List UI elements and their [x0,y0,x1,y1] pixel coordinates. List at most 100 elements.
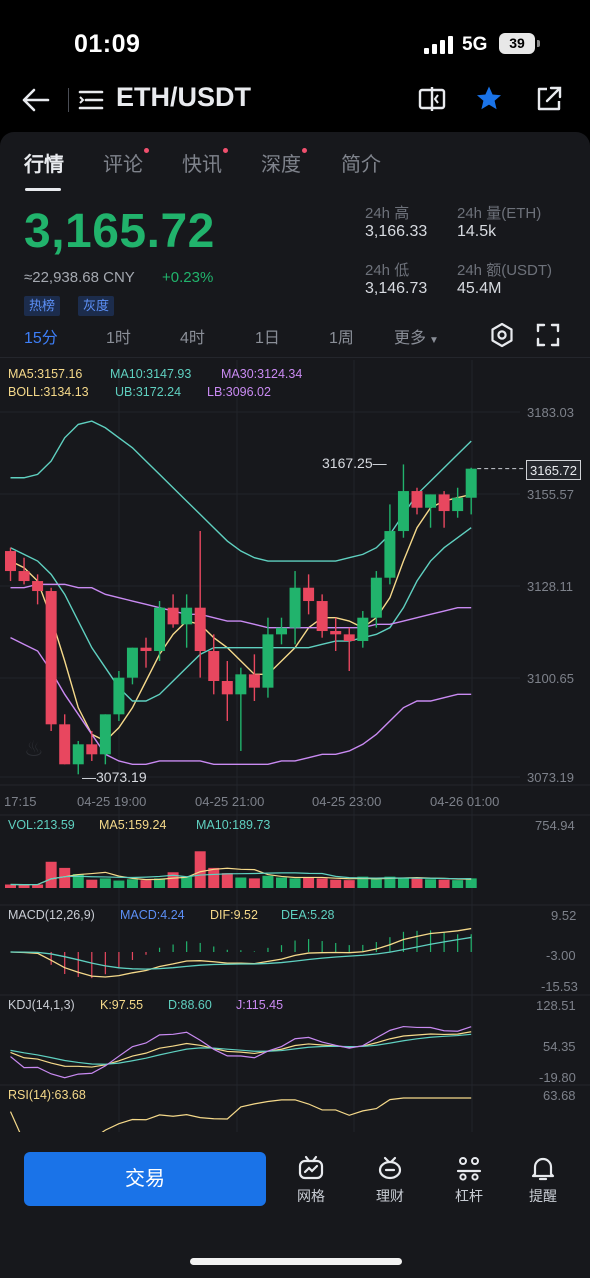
volume-bar [343,880,355,888]
ub-value: UB:3172.24 [115,385,182,399]
home-indicator [190,1258,402,1265]
stat-low-label: 24h 低 [365,262,410,279]
tab-comments[interactable]: 评论 [103,148,149,177]
tab-depth[interactable]: 深度 [261,148,307,177]
stat-low: 3,146.73 [365,280,428,297]
kline-chart[interactable] [0,132,590,1132]
interval-bar: 15分 1时 4时 1日 1周 更多 ▼ [0,322,590,354]
macd-axis: -3.00 [546,948,576,963]
status-time: 01:09 [74,30,141,58]
tab-intro[interactable]: 简介 [341,154,381,176]
trade-button[interactable]: 交易 [24,1152,266,1206]
vol-value: VOL:213.59 [8,818,75,832]
candle-body [126,647,138,678]
interval-1d[interactable]: 1日 [255,330,280,347]
pair-list-icon[interactable] [78,88,104,112]
candle-body [276,627,287,635]
line-ma5 [10,493,472,742]
candle-body [303,587,315,602]
dea-line [10,936,472,970]
fullscreen-icon[interactable] [535,322,561,348]
grid-bot-icon [298,1155,324,1180]
line-lb [10,637,472,766]
x-tick: 04-25 23:00 [312,794,382,809]
candle-body [45,591,57,725]
nav-grid[interactable]: 网格 [281,1154,341,1206]
x-tick: 17:15 [4,794,37,809]
candle-body [357,617,369,642]
volume-bar [411,878,423,888]
candle-body [18,571,30,582]
volume-bar [167,872,179,888]
rsi-value: RSI(14):63.68 [8,1088,86,1102]
favorite-star-icon[interactable] [474,84,504,114]
volume-bar [18,884,30,888]
y-tick: 3128.11 [527,579,574,594]
chart-top-divider [0,357,590,358]
line-ub [10,420,472,562]
tab-market[interactable]: 行情 [24,154,64,176]
pair-title[interactable]: ETH/USDT [116,82,251,112]
candle-body [316,601,328,632]
d-value: D:88.60 [168,998,212,1012]
candle-body [221,681,233,695]
interval-15m[interactable]: 15分 [24,330,58,347]
unread-dot-icon [223,148,228,153]
stat-vol: 14.5k [457,223,497,240]
y-tick: 3155.57 [527,487,574,502]
caret-down-icon: ▼ [429,335,439,346]
candle-body [330,631,342,635]
rsi-line [9,1097,472,1132]
candle-body [99,714,111,755]
interval-4h[interactable]: 4时 [180,330,205,347]
volume-bar [384,876,396,888]
candle-body [86,744,98,755]
unread-dot-icon [302,148,307,153]
volume-bar [208,867,220,888]
volume-bar [438,879,450,888]
volume-bar [289,878,301,888]
interval-1w[interactable]: 1周 [329,330,354,347]
interval-more[interactable]: 更多 ▼ [394,330,439,347]
last-price: 3,165.72 [24,205,215,258]
header-divider [68,88,69,112]
back-arrow-icon[interactable] [20,84,52,116]
k-value: K:97.55 [100,998,144,1012]
piggy-bank-icon [378,1156,402,1180]
active-tab-indicator [25,188,61,191]
compare-icon[interactable] [417,84,447,114]
volume-bar [154,878,166,888]
y-tick: 3183.03 [527,405,574,420]
volume-bar [276,877,287,888]
x-tick: 04-25 21:00 [195,794,265,809]
candle-body [397,491,409,532]
nav-earn[interactable]: 理财 [360,1154,420,1206]
macd-value: MACD:4.24 [120,908,185,922]
nav-margin[interactable]: 杠杆 [439,1154,499,1206]
candle-body [113,677,125,715]
interval-1h[interactable]: 1时 [106,330,131,347]
bell-icon [531,1157,555,1181]
kdj-axis: 54.35 [543,1039,576,1054]
share-icon[interactable] [534,84,564,114]
tab-news[interactable]: 快讯 [182,148,228,177]
stat-vol-label: 24h 量(ETH) [457,205,542,222]
candle-body [32,581,44,592]
top-bar: ETH/USDT [0,72,590,128]
candle-body [154,607,166,652]
volume-bar [221,873,233,888]
volume-bar [181,876,193,888]
tag-hot[interactable]: 热榜 [24,296,61,316]
chart-settings-icon[interactable] [489,322,515,348]
tag-grayscale[interactable]: 灰度 [78,296,115,316]
network-type: 5G [462,34,488,55]
candle-body [181,607,193,625]
nav-alerts[interactable]: 提醒 [513,1154,573,1206]
candle-body [235,674,247,695]
huobi-watermark-icon: ♨ [24,736,44,761]
candle-body [72,744,84,765]
candle-body [452,497,464,512]
volume-bar [99,878,111,888]
leverage-icon [456,1157,482,1181]
nav-alerts-label: 提醒 [529,1188,557,1204]
